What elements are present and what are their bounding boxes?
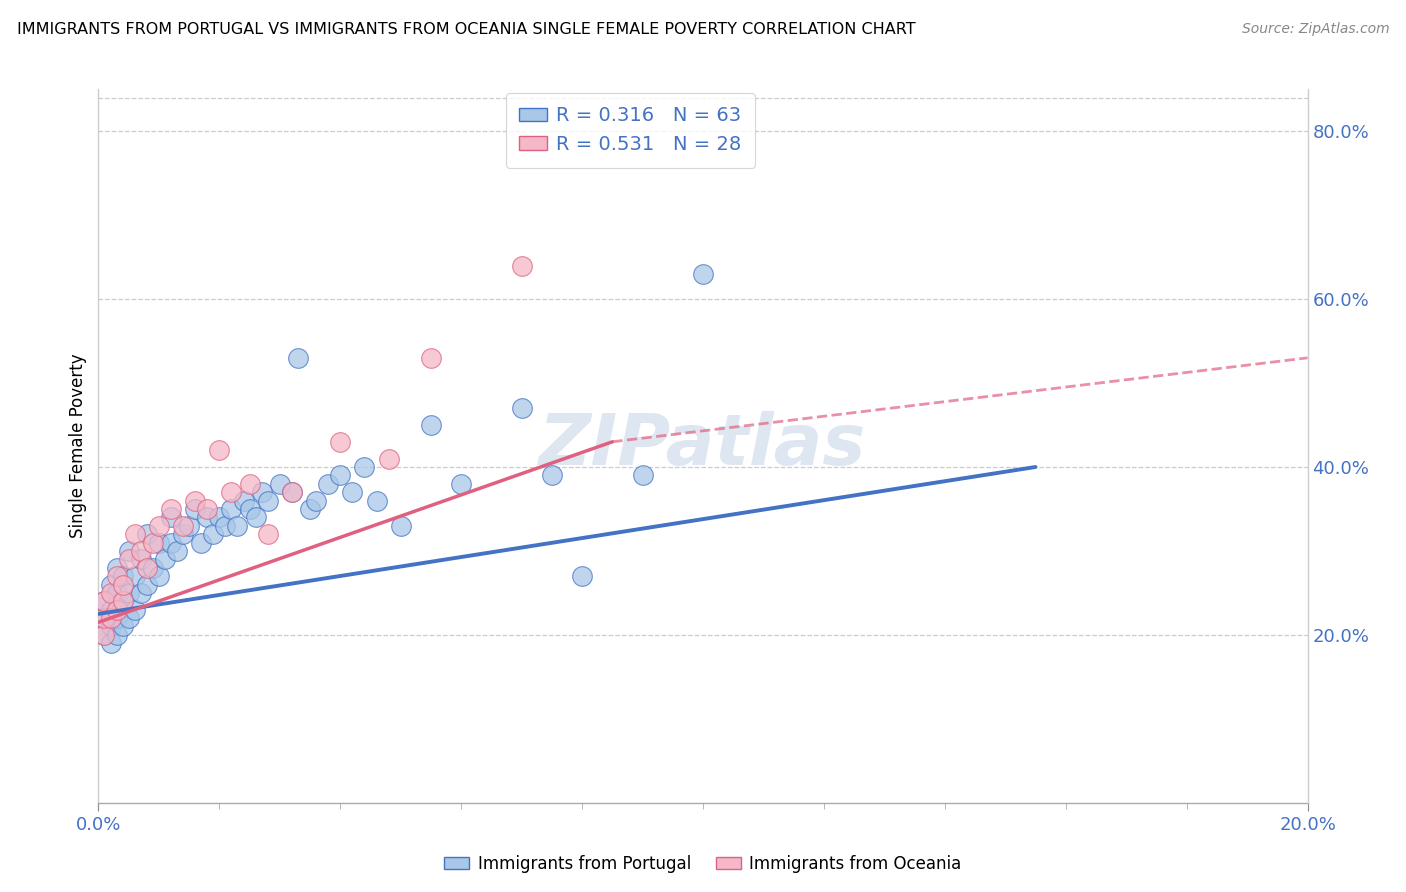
Point [256, 527, 278, 541]
Point [105, 628, 128, 642]
Point [377, 451, 399, 466]
Point [214, 518, 236, 533]
Point [208, 443, 231, 458]
Point [450, 476, 472, 491]
Point [366, 493, 388, 508]
Point [571, 569, 593, 583]
Point [179, 518, 201, 533]
Point [124, 603, 146, 617]
Legend: R = 0.316   N = 63, R = 0.531   N = 28: R = 0.316 N = 63, R = 0.531 N = 28 [506, 93, 755, 168]
Point [93, 611, 115, 625]
Point [124, 527, 146, 541]
Point [100, 619, 122, 633]
Point [256, 493, 278, 508]
Point [287, 351, 309, 365]
Point [221, 485, 243, 500]
Point [118, 552, 141, 566]
Point [692, 267, 714, 281]
Point [353, 460, 375, 475]
Point [118, 611, 141, 625]
Point [93, 594, 115, 608]
Point [184, 493, 207, 508]
Point [305, 493, 328, 508]
Point [269, 476, 291, 491]
Point [111, 577, 134, 591]
Point [245, 510, 267, 524]
Point [195, 502, 218, 516]
Point [129, 552, 152, 566]
Point [208, 510, 231, 524]
Point [540, 468, 562, 483]
Point [129, 544, 152, 558]
Point [142, 535, 165, 549]
Point [239, 502, 262, 516]
Point [329, 468, 352, 483]
Point [202, 527, 225, 541]
Point [172, 527, 194, 541]
Point [510, 401, 533, 416]
Point [160, 502, 183, 516]
Text: IMMIGRANTS FROM PORTUGAL VS IMMIGRANTS FROM OCEANIA SINGLE FEMALE POVERTY CORREL: IMMIGRANTS FROM PORTUGAL VS IMMIGRANTS F… [17, 22, 915, 37]
Point [135, 577, 157, 591]
Point [226, 518, 249, 533]
Point [281, 485, 304, 500]
Point [93, 611, 115, 625]
Point [316, 476, 339, 491]
Point [184, 502, 207, 516]
Point [129, 586, 152, 600]
Point [135, 527, 157, 541]
Text: Source: ZipAtlas.com: Source: ZipAtlas.com [1241, 22, 1389, 37]
Point [118, 586, 141, 600]
Point [118, 544, 141, 558]
Point [100, 577, 122, 591]
Point [153, 552, 176, 566]
Text: ZIPatlas: ZIPatlas [540, 411, 866, 481]
Point [239, 476, 262, 491]
Point [142, 560, 165, 574]
Point [172, 518, 194, 533]
Point [93, 628, 115, 642]
Legend: Immigrants from Portugal, Immigrants from Oceania: Immigrants from Portugal, Immigrants fro… [437, 848, 969, 880]
Point [135, 560, 157, 574]
Point [195, 510, 218, 524]
Point [105, 603, 128, 617]
Point [281, 485, 304, 500]
Point [124, 569, 146, 583]
Point [232, 493, 254, 508]
Point [105, 611, 128, 625]
Point [148, 535, 170, 549]
Point [420, 417, 443, 432]
Point [190, 535, 212, 549]
Point [148, 569, 170, 583]
Point [389, 518, 412, 533]
Point [105, 569, 128, 583]
Point [93, 594, 115, 608]
Point [250, 485, 273, 500]
Point [221, 502, 243, 516]
Point [100, 636, 122, 650]
Point [329, 434, 352, 449]
Point [100, 611, 122, 625]
Point [148, 518, 170, 533]
Point [100, 603, 122, 617]
Point [111, 569, 134, 583]
Point [111, 594, 134, 608]
Point [105, 586, 128, 600]
Point [105, 560, 128, 574]
Point [111, 594, 134, 608]
Point [160, 510, 183, 524]
Point [166, 544, 188, 558]
Y-axis label: Single Female Poverty: Single Female Poverty [69, 354, 87, 538]
Point [631, 468, 654, 483]
Point [111, 619, 134, 633]
Point [342, 485, 364, 500]
Point [100, 586, 122, 600]
Point [160, 535, 183, 549]
Point [510, 259, 533, 273]
Point [420, 351, 443, 365]
Point [299, 502, 322, 516]
Point [93, 628, 115, 642]
